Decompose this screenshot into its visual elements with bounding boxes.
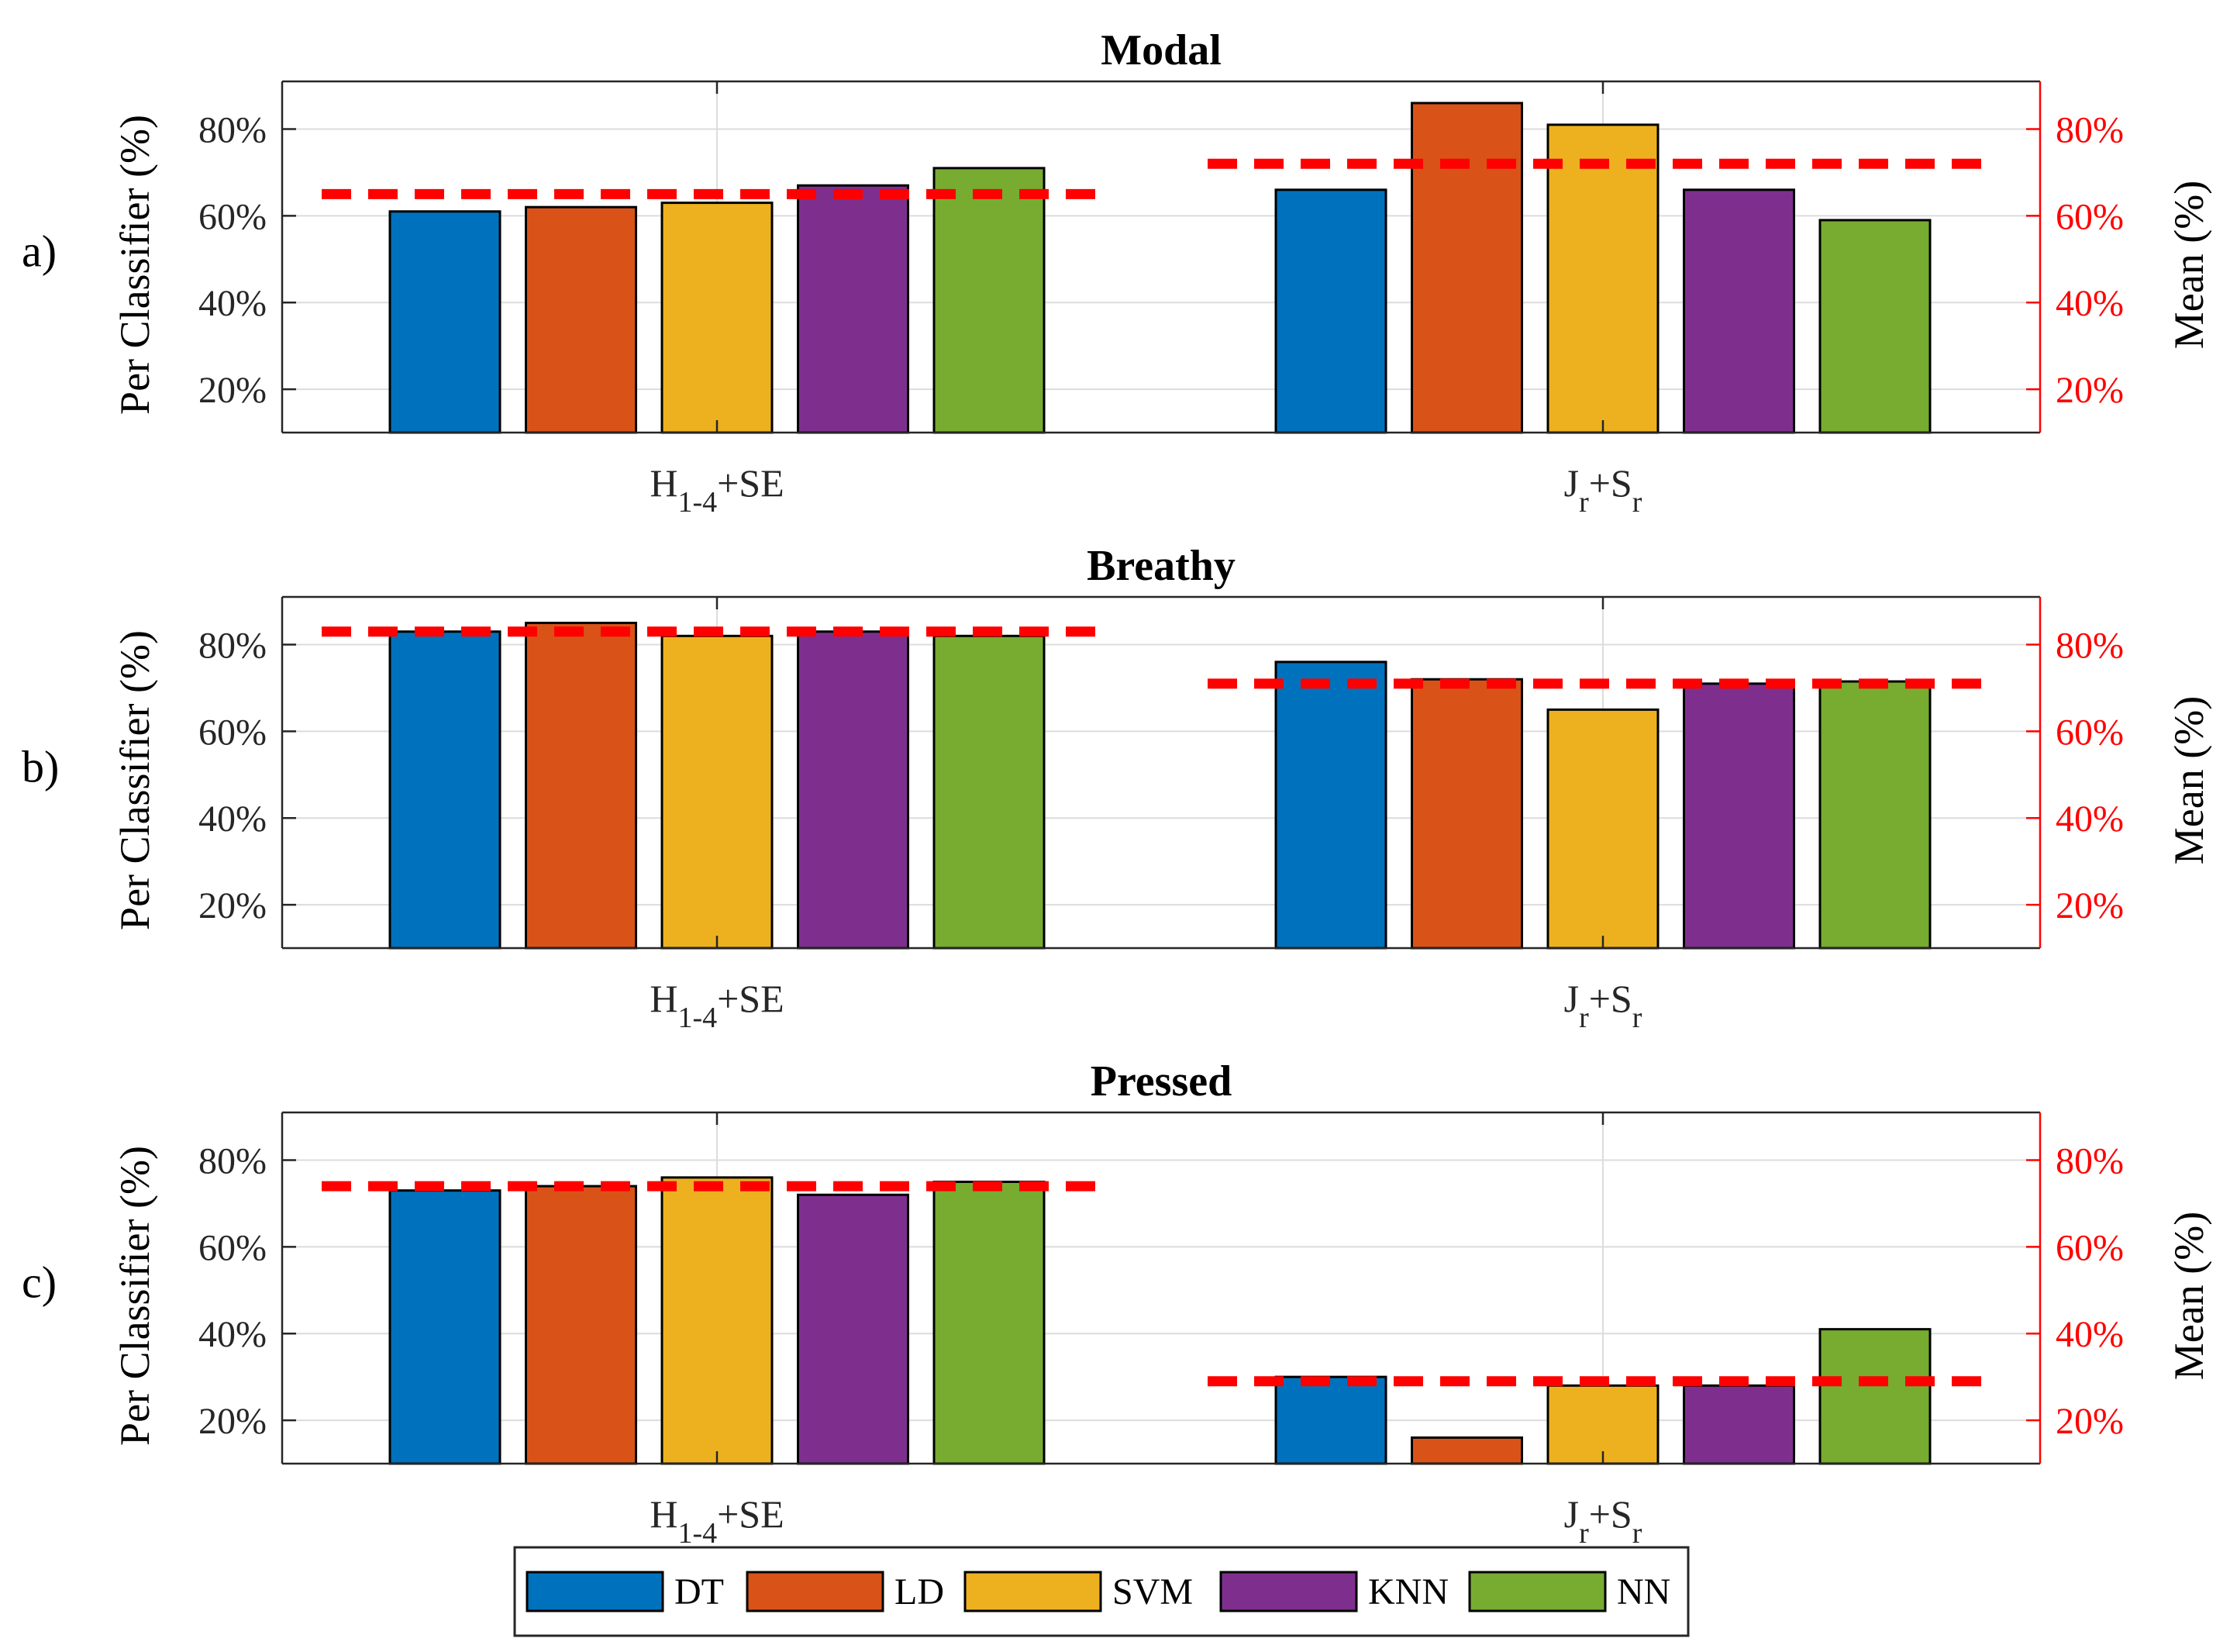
y-tick-label-right: 20% (2056, 885, 2124, 926)
y-tick-label-right: 80% (2056, 1141, 2124, 1182)
bar-nn (1818, 219, 1932, 434)
y-axis-title-left: Per Classifier (%) (112, 630, 158, 930)
bar-svm (660, 202, 774, 434)
category-label: Jr+Sr (1564, 977, 1642, 1034)
bar-dt (388, 630, 501, 950)
y-tick-label-right: 20% (2056, 370, 2124, 411)
y-tick-label-left: 20% (198, 885, 267, 926)
legend-label-svm: SVM (1112, 1571, 1193, 1612)
category-label: H1-4+SE (650, 977, 784, 1034)
y-tick-label-right: 60% (2056, 196, 2124, 237)
y-axis-title-left: Per Classifier (%) (112, 115, 158, 415)
y-tick-label-right: 40% (2056, 1314, 2124, 1355)
bar-svm (1546, 123, 1660, 434)
bar-dt (1274, 1375, 1387, 1465)
y-tick-label-right: 40% (2056, 798, 2124, 840)
y-tick-label-right: 60% (2056, 712, 2124, 753)
category-label: Jr+Sr (1564, 1492, 1642, 1550)
bar-nn (1818, 1328, 1932, 1465)
y-tick-label-right: 40% (2056, 283, 2124, 324)
y-axis-title-right: Mean (%) (2166, 1212, 2212, 1380)
y-tick-label-left: 60% (198, 712, 267, 753)
bar-knn (797, 1193, 909, 1465)
bar-nn (1818, 680, 1932, 950)
legend-swatch-knn (1219, 1571, 1358, 1612)
category-label: H1-4+SE (650, 461, 784, 519)
legend-label-nn: NN (1617, 1571, 1670, 1612)
bar-svm (1546, 1384, 1660, 1465)
y-tick-label-left: 80% (198, 1141, 267, 1182)
panel-letter: a) (22, 226, 57, 277)
panel-title: Pressed (1091, 1057, 1232, 1105)
y-tick-label-left: 20% (198, 370, 267, 411)
y-tick-label-left: 60% (198, 1227, 267, 1268)
legend-label-dt: DT (674, 1571, 724, 1612)
bar-ld (1411, 1436, 1523, 1465)
bar-svm (1546, 708, 1660, 950)
bar-ld (525, 1185, 637, 1465)
legend-swatch-ld (746, 1571, 884, 1612)
y-tick-label-left: 40% (198, 283, 267, 324)
y-tick-label-left: 40% (198, 1314, 267, 1355)
bar-svm (660, 634, 774, 950)
legend-swatch-nn (1468, 1571, 1607, 1612)
y-tick-label-left: 40% (198, 798, 267, 840)
bar-nn (932, 634, 1046, 950)
legend-swatch-svm (963, 1571, 1102, 1612)
bar-dt (1274, 188, 1387, 434)
bar-nn (932, 1180, 1046, 1465)
bar-nn (932, 167, 1046, 434)
panel-modal: 20% 20% 40% 40% 60% 60% 80% 80% H1-4+SE Jr+Sr Moda… (22, 26, 2212, 519)
y-tick-label-right: 20% (2056, 1401, 2124, 1442)
y-tick-label-right: 60% (2056, 1227, 2124, 1268)
panel-pressed: 20% 20% 40% 40% 60% 60% 80% 80% H1-4+SE Jr+Sr Pres… (22, 1057, 2212, 1550)
panel-breathy: 20% 20% 40% 40% 60% 60% 80% 80% H1-4+SE Jr+Sr Brea… (22, 542, 2212, 1034)
bar-ld (1411, 678, 1523, 950)
panel-letter: b) (22, 742, 59, 792)
bar-dt (388, 1189, 501, 1465)
panel-title: Modal (1101, 26, 1222, 74)
category-label: Jr+Sr (1564, 461, 1642, 519)
y-tick-label-left: 20% (198, 1401, 267, 1442)
bar-knn (797, 630, 909, 950)
y-tick-label-left: 80% (198, 110, 267, 151)
bar-knn (1683, 188, 1795, 434)
bar-knn (797, 184, 909, 434)
bar-knn (1683, 1384, 1795, 1465)
bar-dt (388, 210, 501, 434)
y-tick-label-right: 80% (2056, 626, 2124, 667)
y-tick-label-right: 80% (2056, 110, 2124, 151)
legend-label-ld: LD (894, 1571, 944, 1612)
bar-svm (660, 1176, 774, 1465)
panel-letter: c) (22, 1257, 57, 1308)
y-tick-label-left: 60% (198, 196, 267, 237)
legend: DT LD SVM KNN NN (513, 1546, 1690, 1637)
y-axis-title-right: Mean (%) (2166, 181, 2212, 349)
bar-knn (1683, 682, 1795, 950)
bar-ld (1411, 102, 1523, 434)
bar-ld (525, 622, 637, 950)
bar-dt (1274, 660, 1387, 950)
y-axis-title-left: Per Classifier (%) (112, 1146, 158, 1446)
y-axis-title-right: Mean (%) (2166, 696, 2212, 864)
y-tick-label-left: 80% (198, 626, 267, 667)
bar-ld (525, 205, 637, 434)
panel-title: Breathy (1087, 542, 1236, 590)
legend-label-knn: KNN (1368, 1571, 1449, 1612)
category-label: H1-4+SE (650, 1492, 784, 1550)
legend-swatch-dt (526, 1571, 664, 1612)
